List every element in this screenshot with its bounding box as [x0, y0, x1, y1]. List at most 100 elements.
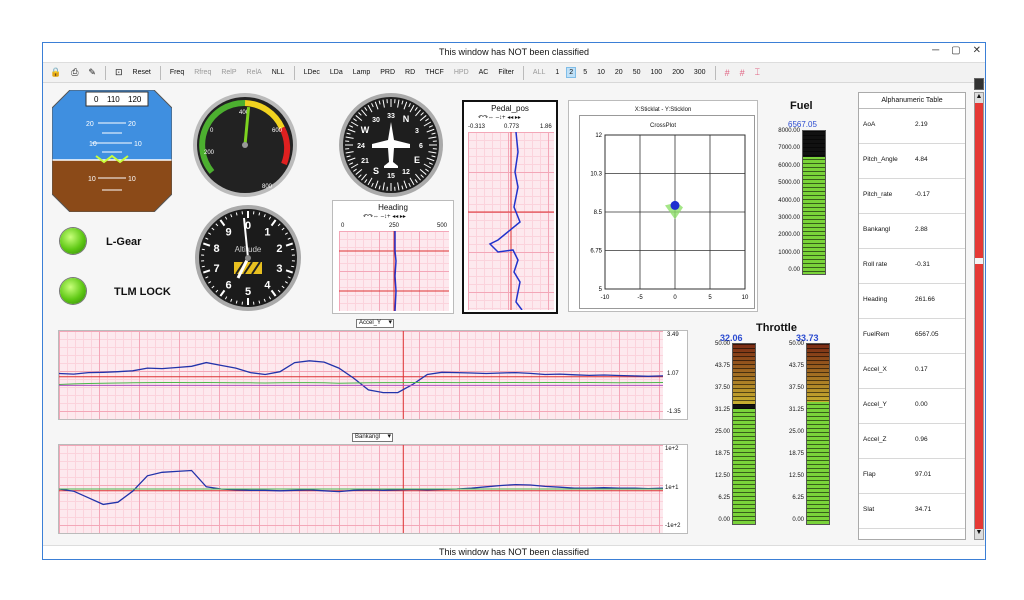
thcf-button[interactable]: THCF	[425, 69, 444, 76]
relp-button[interactable]: RelP	[221, 69, 237, 76]
scale-tick: 6.25	[792, 495, 804, 501]
rate-300-button[interactable]: 300	[693, 69, 706, 76]
scale-tick: 0.00	[718, 517, 730, 523]
rate-200-button[interactable]: 200	[672, 69, 684, 76]
pedal-strip-controls[interactable]: ↶↷⇔ ‒↕+ ◂◂ ▸▸	[478, 115, 521, 121]
heading-scale-mid: 250	[389, 223, 400, 229]
minimize-icon[interactable]: ─	[932, 45, 940, 56]
table-row: Slat 34.71	[859, 494, 965, 529]
compass-label: N	[403, 114, 410, 124]
maximize-icon[interactable]: ▢	[951, 45, 961, 56]
table-row: Pitch_rate -0.17	[859, 179, 965, 214]
compass-label: E	[414, 155, 420, 165]
scale-tick: 31.25	[788, 407, 804, 413]
rate-20-button[interactable]: 20	[614, 69, 623, 76]
scale-tick: 50.00	[714, 341, 730, 347]
close-icon[interactable]: ✕	[972, 45, 981, 56]
freq-button[interactable]: Freq	[169, 69, 185, 76]
prd-button[interactable]: PRD	[380, 69, 396, 76]
throttle-left-bar	[732, 343, 756, 525]
bank-chart	[59, 445, 663, 533]
rate-2-button[interactable]: 2	[566, 67, 577, 78]
tlm-lock-led	[60, 278, 86, 304]
table-row: Roll rate -0.31	[859, 249, 965, 284]
series-line	[59, 360, 663, 394]
hpd-button[interactable]: HPD	[453, 69, 469, 76]
gauge-tick: 800	[262, 184, 273, 190]
window-title: This window has NOT been classified	[439, 47, 589, 57]
altimeter-tick: 8	[214, 243, 220, 255]
filter-button[interactable]: Filter	[498, 69, 514, 76]
table-row-name: Pitch_rate	[863, 191, 893, 198]
bank-chart-panel: 1e+2 1e+1 -1e+2	[58, 444, 688, 534]
table-row: Accel_X 0.17	[859, 354, 965, 389]
rate-100-button[interactable]: 100	[650, 69, 663, 76]
nll-button[interactable]: NLL	[271, 69, 285, 76]
scale-tick: 18.75	[714, 451, 730, 457]
vertical-scrollbar[interactable]: ▲ ▼	[974, 92, 984, 540]
bankangl-dropdown[interactable]: Bankangl	[352, 433, 394, 442]
table-row: Pitch_Angle 4.84	[859, 144, 965, 179]
scale-tick: 5000.00	[778, 180, 800, 187]
scale-tick: 8000.00	[778, 128, 800, 134]
compass-label: S	[373, 166, 379, 176]
cursor-icon[interactable]: ⌶	[754, 67, 760, 77]
lamp-button[interactable]: Lamp	[352, 69, 371, 76]
table-row-name: Bankangl	[863, 226, 891, 233]
altimeter-tick: 7	[214, 263, 220, 275]
lda-button[interactable]: LDa	[329, 69, 343, 76]
scroll-thumb[interactable]	[975, 258, 983, 264]
pedal-strip-panel: Pedal_pos ↶↷⇔ ‒↕+ ◂◂ ▸▸ -0.313 0.773 1.8…	[462, 100, 558, 314]
pen-icon[interactable]: ✎	[88, 67, 96, 77]
table-row-name: AoA	[863, 121, 876, 128]
rela-button[interactable]: RelA	[246, 69, 262, 76]
rate-10-button[interactable]: 10	[597, 69, 605, 76]
rfreq-button[interactable]: Rfreq	[194, 69, 212, 76]
gauge-tick: 200	[204, 150, 215, 156]
tlm-lock-label: TLM LOCK	[114, 286, 171, 298]
lock-icon[interactable]: 🔒	[50, 67, 62, 77]
rd-button[interactable]: RD	[405, 69, 416, 76]
table-row-value: 34.71	[915, 506, 932, 513]
table-row-name: Pitch_Angle	[863, 156, 898, 163]
pedal-trace	[488, 132, 523, 310]
heading-scale-min: 0	[341, 223, 345, 229]
all-button[interactable]: ALL	[532, 69, 546, 76]
ac-button[interactable]: AC	[478, 69, 489, 76]
rate-1-button[interactable]: 1	[555, 69, 560, 76]
heading-strip-title: Heading	[378, 203, 408, 212]
heading-trace	[394, 231, 397, 311]
altimeter-tick: 5	[245, 286, 251, 298]
table-row-value: 0.00	[915, 401, 928, 408]
scale-tick: 12.50	[788, 473, 804, 479]
rate-50-button[interactable]: 50	[632, 69, 641, 76]
gauge-tick: 0	[210, 128, 214, 134]
fuel-bar	[802, 130, 826, 275]
crossplot-ytick: 12	[595, 133, 602, 139]
l-gear-label: L-Gear	[106, 236, 142, 248]
scale-tick: 43.75	[714, 363, 730, 369]
zoom-icon[interactable]: ⊡	[114, 67, 123, 77]
ldec-button[interactable]: LDec	[303, 69, 320, 76]
grid-icon[interactable]: #	[724, 67, 730, 78]
scale-tick: 18.75	[788, 451, 804, 457]
pitch-label: 20	[128, 121, 136, 128]
scale-tick: 7000.00	[778, 145, 800, 152]
scroll-down-icon[interactable]: ▼	[975, 529, 983, 539]
compass-label: 24	[357, 143, 365, 150]
table-row: Heading 261.66	[859, 284, 965, 319]
throttle-left-value: 32.06	[720, 333, 743, 343]
grid-alt-icon[interactable]: #	[739, 67, 745, 78]
crossplot-chart: -10 -5 0 5 10 12 10.3 8.5 6.75 5	[590, 133, 749, 301]
table-row-value: -0.17	[915, 191, 930, 198]
table-row-value: 4.84	[915, 156, 928, 163]
reset-button[interactable]: Reset	[132, 69, 151, 76]
scale-tick: 2000.00	[778, 232, 800, 239]
heading-strip-controls[interactable]: ↶↷⇔ ‒↕+ ◂◂ ▸▸	[363, 214, 406, 220]
altimeter-caption: Altitude	[235, 245, 262, 254]
accel-dropdown[interactable]: Accel_Y	[356, 319, 395, 328]
print-icon[interactable]: ⎙	[71, 67, 79, 77]
rate-5-button[interactable]: 5	[583, 69, 588, 76]
scale-tick: 37.50	[714, 385, 730, 391]
scroll-up-icon[interactable]: ▲	[975, 93, 983, 103]
